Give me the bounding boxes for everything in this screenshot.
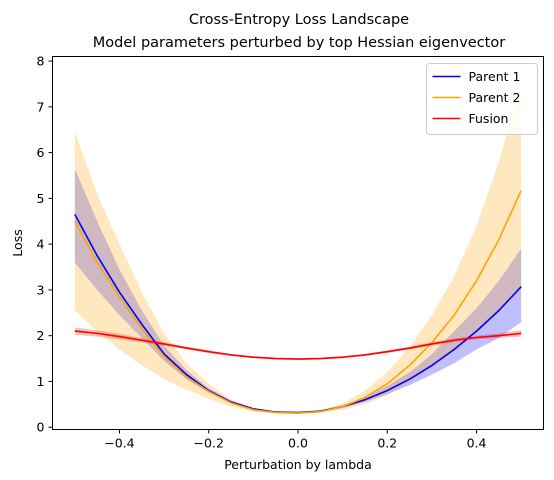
x-axis-ticks: −0.4 −0.2 0.0 0.2 0.4 xyxy=(104,429,487,451)
chart-subtitle: Model parameters perturbed by top Hessia… xyxy=(93,35,505,51)
y-axis-label: Loss xyxy=(10,229,25,256)
chart-title: Cross-Entropy Loss Landscape xyxy=(189,12,409,28)
y-tick-label: 8 xyxy=(37,54,45,69)
x-tick-label: 0.2 xyxy=(377,436,397,451)
x-tick-label: 0.0 xyxy=(288,436,308,451)
fusion-line xyxy=(74,330,522,360)
legend-box xyxy=(426,63,538,135)
y-tick-label: 4 xyxy=(37,237,45,252)
parent-2-legend-label: Parent 2 xyxy=(469,90,521,105)
y-tick-label: 6 xyxy=(37,145,45,160)
y-tick-label: 1 xyxy=(37,374,45,389)
y-tick-label: 2 xyxy=(37,328,45,343)
legend: Parent 1 Parent 2 Fusion xyxy=(426,63,538,135)
parent-1-legend-label: Parent 1 xyxy=(469,69,521,84)
y-tick-label: 3 xyxy=(37,282,45,297)
y-axis-ticks: 0 1 2 3 4 5 6 7 8 xyxy=(37,54,53,435)
x-tick-label: 0.4 xyxy=(467,436,487,451)
parent-2-line xyxy=(74,190,522,414)
x-axis-label: Perturbation by lambda xyxy=(224,457,372,472)
x-tick-label: −0.2 xyxy=(194,436,224,451)
y-tick-label: 7 xyxy=(37,99,45,114)
y-tick-label: 0 xyxy=(37,420,45,435)
series-lines xyxy=(74,190,522,414)
x-tick-label: −0.4 xyxy=(104,436,134,451)
fusion-legend-label: Fusion xyxy=(469,111,509,126)
y-tick-label: 5 xyxy=(37,191,45,206)
